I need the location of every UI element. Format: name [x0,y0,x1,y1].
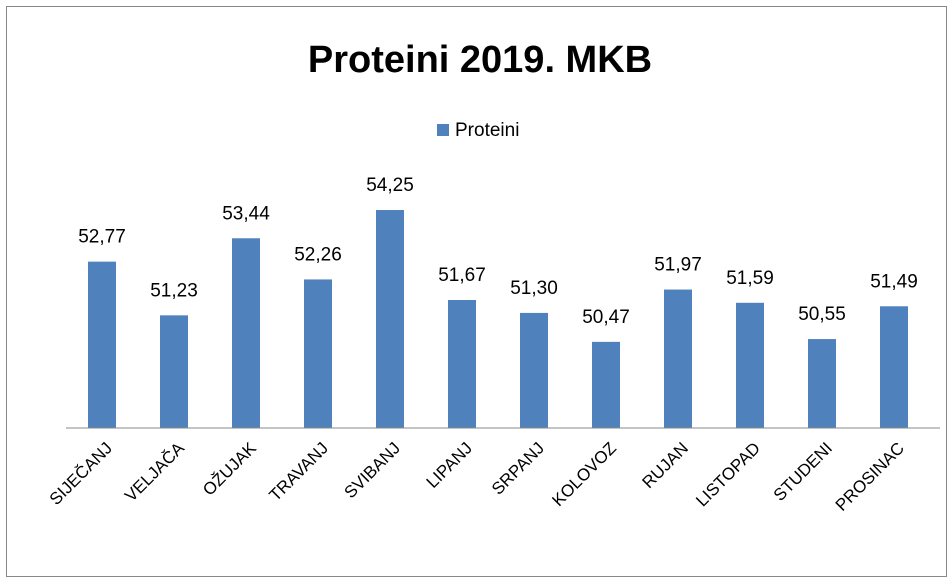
bar [520,312,548,428]
data-label: 50,47 [582,307,630,328]
data-label: 51,59 [726,268,774,289]
bar [664,289,692,428]
data-label: 54,25 [366,175,414,196]
bar [448,300,476,428]
chart-frame [6,6,947,577]
legend-label: Proteini [455,120,519,141]
data-label: 51,23 [150,280,198,301]
bar [160,315,188,428]
data-label: 52,26 [294,244,342,265]
bar [880,306,908,428]
data-label: 51,97 [654,255,702,276]
bar [304,279,332,428]
data-label: 52,77 [78,227,126,248]
bar [88,261,116,428]
data-label: 51,67 [438,265,486,286]
bar [376,210,404,428]
bar [232,238,260,428]
bar [592,341,620,428]
chart-title: Proteini 2019. MKB [308,39,652,81]
data-label: 51,30 [510,278,558,299]
legend-swatch [437,124,449,136]
data-label: 50,55 [798,304,846,325]
data-label: 51,49 [870,271,918,292]
bar [808,339,836,428]
bar [736,302,764,428]
data-label: 53,44 [222,203,270,224]
